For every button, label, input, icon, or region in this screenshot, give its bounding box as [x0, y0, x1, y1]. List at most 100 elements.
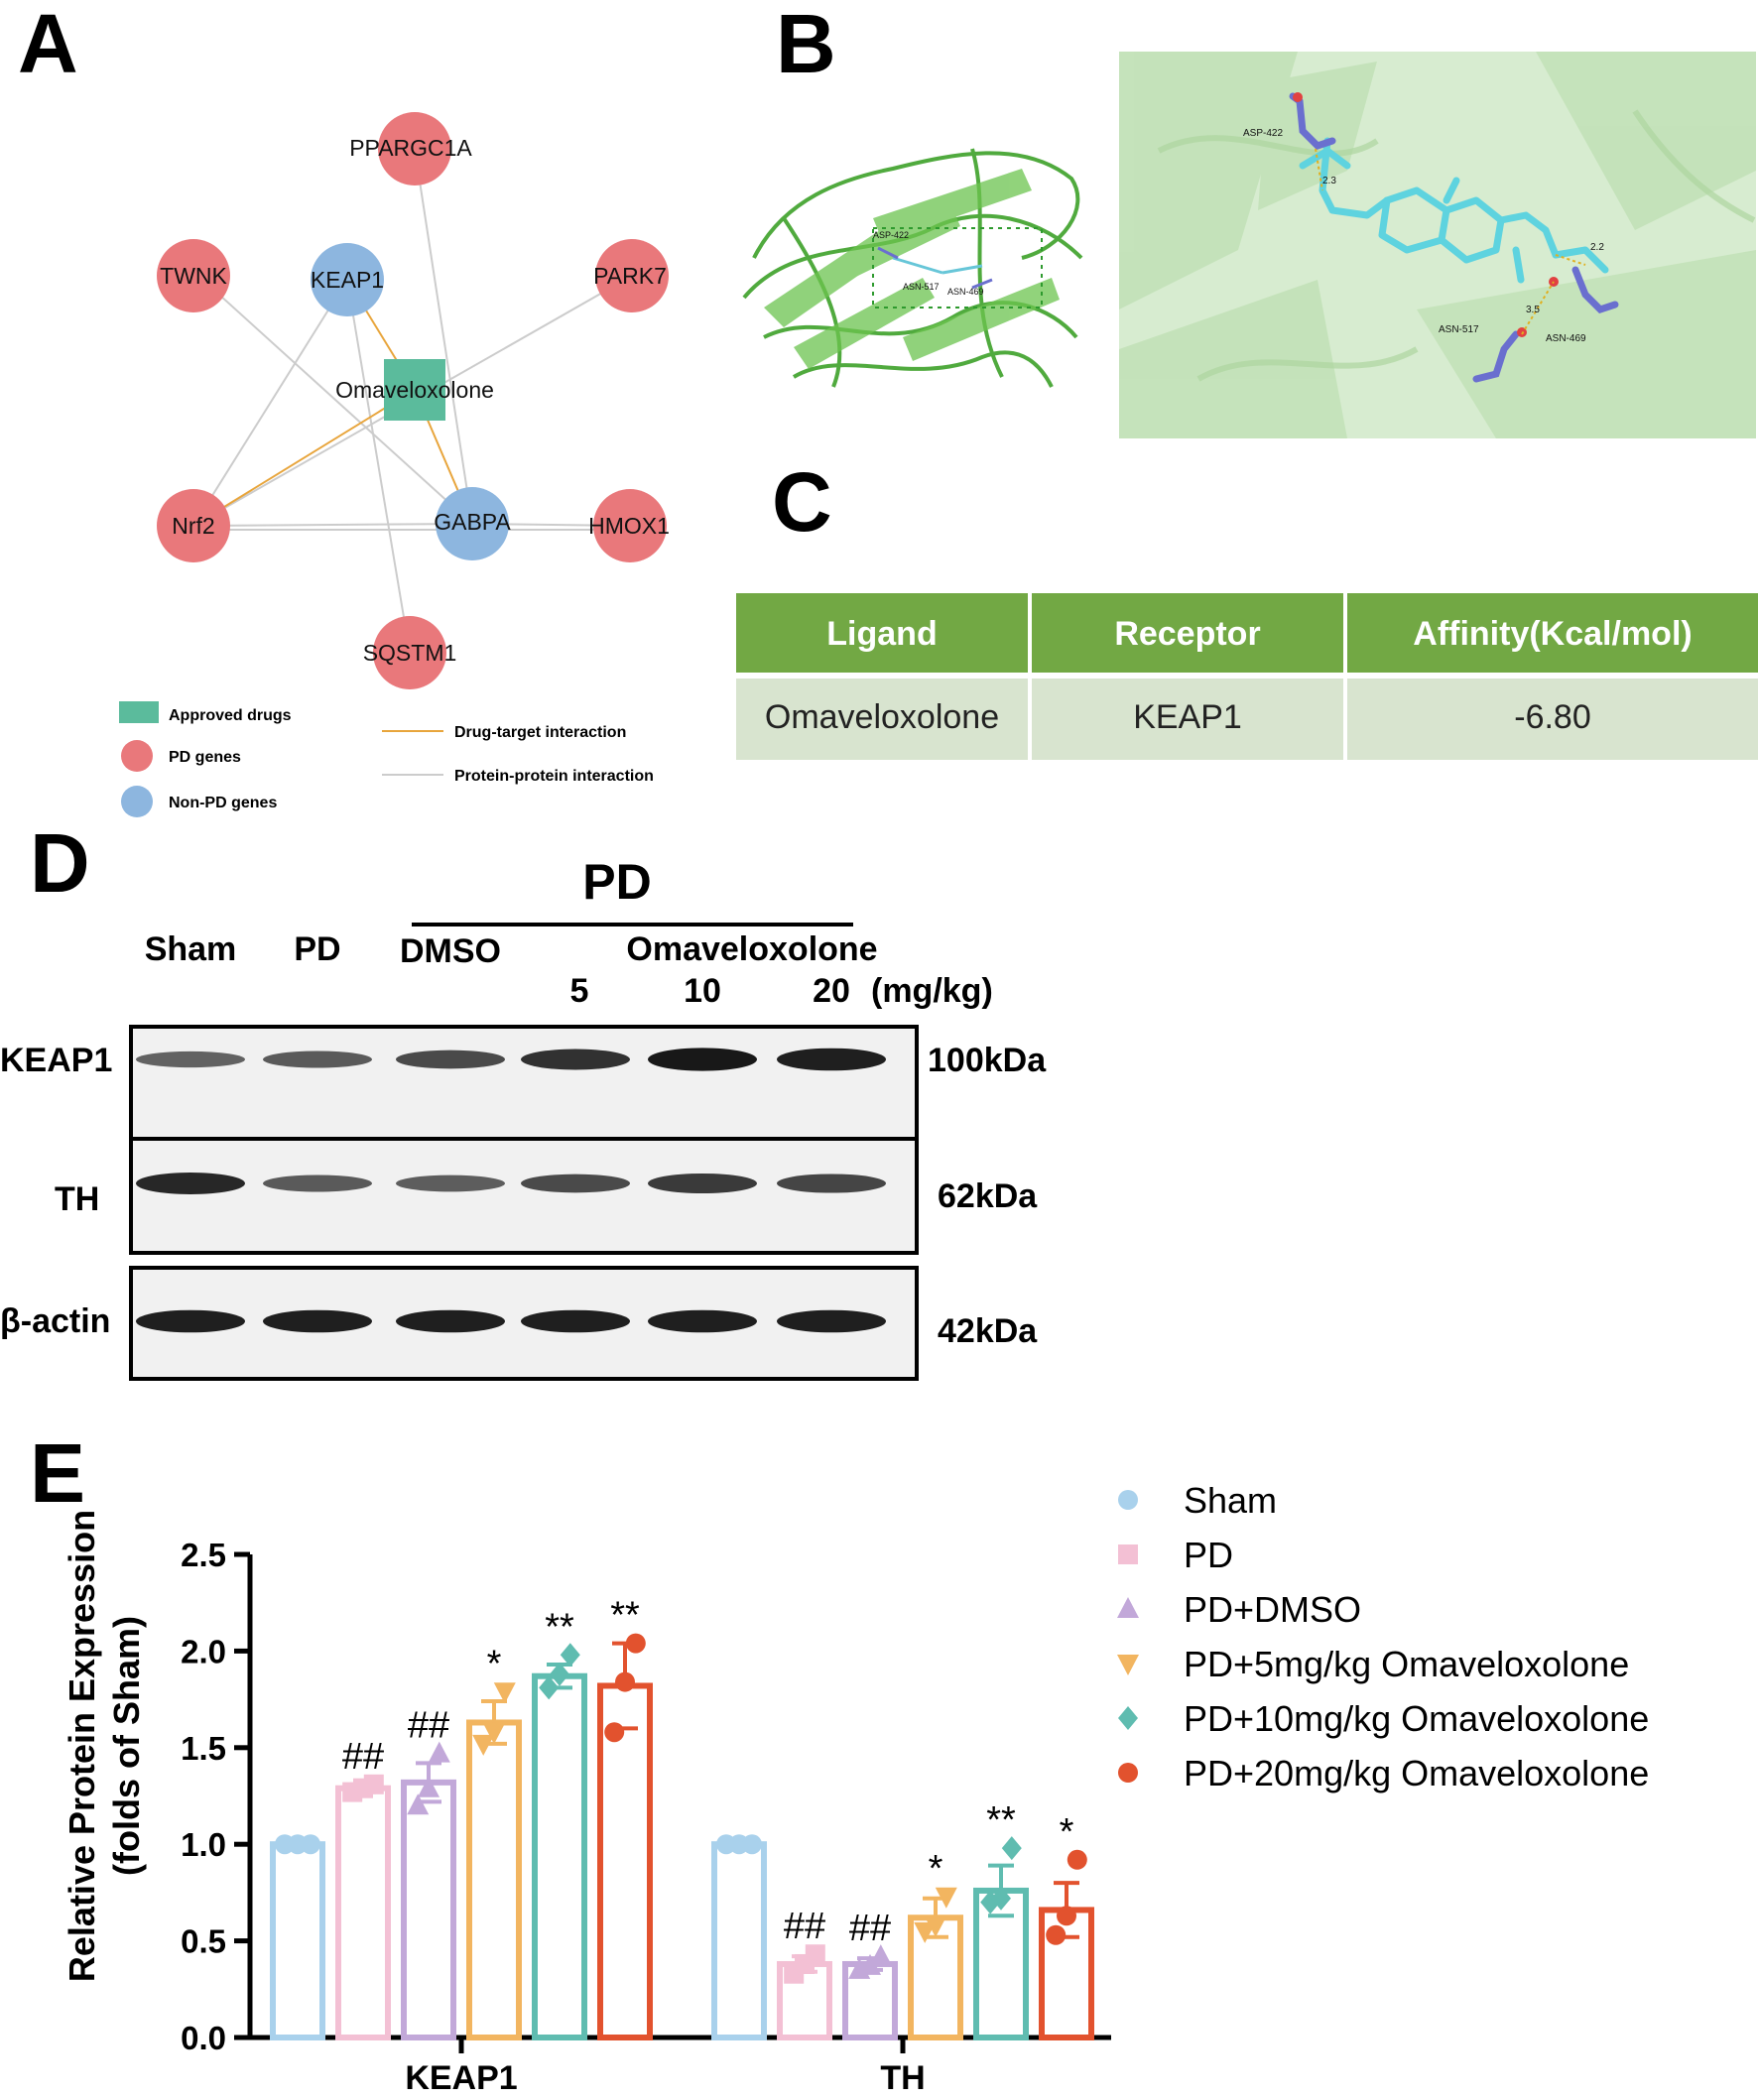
lane-label-sham: Sham [145, 930, 237, 968]
blot-band [136, 1050, 245, 1068]
y-tick-label: 2.0 [181, 1633, 226, 1669]
node-hmox1 [593, 489, 667, 562]
table-header-affinity: Affinity(Kcal/mol) [1413, 615, 1692, 653]
node-nrf2 [157, 489, 230, 562]
bar [532, 1672, 587, 2040]
blot-band [521, 1309, 630, 1333]
legend-marker [1117, 1655, 1139, 1675]
blot-band [777, 1174, 886, 1193]
dose-unit: (mg/kg) [871, 972, 993, 1010]
data-point [991, 1886, 1011, 1911]
panel-letter-c: C [772, 455, 832, 549]
chart-ylabel-line2: (folds of Sham) [106, 1616, 147, 1876]
blot-band [521, 1049, 630, 1070]
legend-swatch-approved-drugs [119, 701, 159, 723]
y-tick-label: 1.5 [181, 1730, 226, 1767]
label-omaveloxolone: Omaveloxolone [335, 377, 494, 403]
label-gabpa: GABPA [434, 509, 511, 535]
residue-label-asn517: ASN-517 [1439, 324, 1479, 335]
overview-label-asn517: ASN-517 [903, 282, 940, 292]
bar [335, 1785, 391, 2041]
label-ppargc1a: PPARGC1A [349, 135, 472, 161]
dose-label-5: 5 [570, 972, 589, 1010]
label-keap1: KEAP1 [311, 267, 384, 293]
legend-entry: PD+DMSO [1184, 1589, 1361, 1630]
significance-label: * [1060, 1811, 1074, 1853]
label-twnk: TWNK [160, 263, 227, 289]
legend-entry: PD [1184, 1535, 1233, 1575]
y-tick-label: 2.5 [181, 1537, 226, 1573]
data-point [615, 1671, 635, 1692]
y-tick-label: 1.0 [181, 1826, 226, 1863]
x-tick-label: KEAP1 [405, 2059, 517, 2097]
data-point [483, 1723, 505, 1745]
lane-label-pd: PD [294, 930, 340, 968]
data-point [604, 1722, 625, 1743]
data-point [407, 1793, 430, 1815]
bar [973, 1887, 1029, 2040]
legend-approved-drugs: Approved drugs [169, 707, 292, 724]
y-tick-label: 0.0 [181, 2020, 226, 2056]
data-point [472, 1734, 495, 1756]
legend-entry: PD+5mg/kg Omaveloxolone [1184, 1644, 1629, 1684]
node-keap1 [311, 243, 384, 316]
panel-letter-a: A [18, 0, 78, 90]
significance-label: ** [545, 1606, 574, 1648]
dose-label-10: 10 [684, 972, 721, 1010]
legend-marker [1118, 1544, 1138, 1564]
blot-band [396, 1174, 505, 1192]
data-point [301, 1834, 320, 1855]
docking-overview: ASP-422 ASN-517 ASN-469 [742, 148, 1083, 388]
significance-label: ** [986, 1799, 1016, 1841]
blot-band [648, 1048, 757, 1071]
data-point [914, 1921, 937, 1943]
legend-ppi: Protein-protein interaction [454, 768, 654, 785]
data-point [925, 1916, 946, 1938]
distance-label-2: 2.2 [1590, 242, 1604, 253]
edge-drug-nrf2 [192, 389, 416, 527]
legend-non-pd-genes: Non-PD genes [169, 795, 277, 811]
bar [270, 1841, 325, 2041]
legend-entry: PD+10mg/kg Omaveloxolone [1184, 1698, 1649, 1739]
y-tick-label: 0.5 [181, 1923, 226, 1960]
panel-letter-d: D [30, 816, 90, 910]
legend-marker [1117, 1597, 1139, 1618]
table-cell-ligand: Omaveloxolone [765, 698, 999, 736]
label-nrf2: Nrf2 [172, 513, 214, 539]
panel-letter-b: B [776, 0, 836, 90]
bar [401, 1779, 456, 2040]
docking-closeup: ASP-422 ASN-517 ASN-469 2.3 2.2 3.5 [1119, 52, 1756, 438]
edge-twnk-gabpa [197, 275, 473, 525]
overview-label-asp422: ASP-422 [873, 230, 909, 240]
significance-label: ## [408, 1705, 449, 1747]
significance-label: ## [784, 1906, 825, 1947]
blot-band [777, 1048, 886, 1071]
node-park7 [595, 239, 669, 312]
table-header-receptor: Receptor [1114, 615, 1260, 653]
data-point [363, 1774, 384, 1794]
data-point [1001, 1836, 1022, 1861]
edge-ppargc1a-gabpa [414, 148, 473, 525]
significance-label: ## [849, 1908, 891, 1949]
affinity-table: Ligand Receptor Affinity(Kcal/mol) Omave… [736, 593, 1758, 760]
blot-band [263, 1309, 372, 1333]
blot-label-th: TH [55, 1180, 99, 1218]
blot-band [396, 1050, 505, 1069]
legend-marker [1118, 1706, 1138, 1730]
legend-pd-genes: PD genes [169, 749, 241, 766]
edge-keap1-nrf2 [192, 279, 348, 527]
table-header-ligand: Ligand [826, 615, 937, 653]
lane-label-drug: Omaveloxolone [626, 930, 877, 968]
legend-drug-target: Drug-target interaction [454, 724, 626, 741]
lane-label-dmso: DMSO [400, 932, 501, 970]
residue-label-asp422: ASP-422 [1243, 128, 1283, 139]
data-point [869, 1944, 892, 1966]
significance-label: * [487, 1643, 502, 1684]
data-point [742, 1834, 762, 1855]
node-twnk [157, 239, 230, 312]
binding-site-box [872, 227, 1043, 309]
node-omaveloxolone [384, 359, 445, 421]
node-sqstm1 [373, 616, 446, 689]
data-point [550, 1662, 569, 1686]
